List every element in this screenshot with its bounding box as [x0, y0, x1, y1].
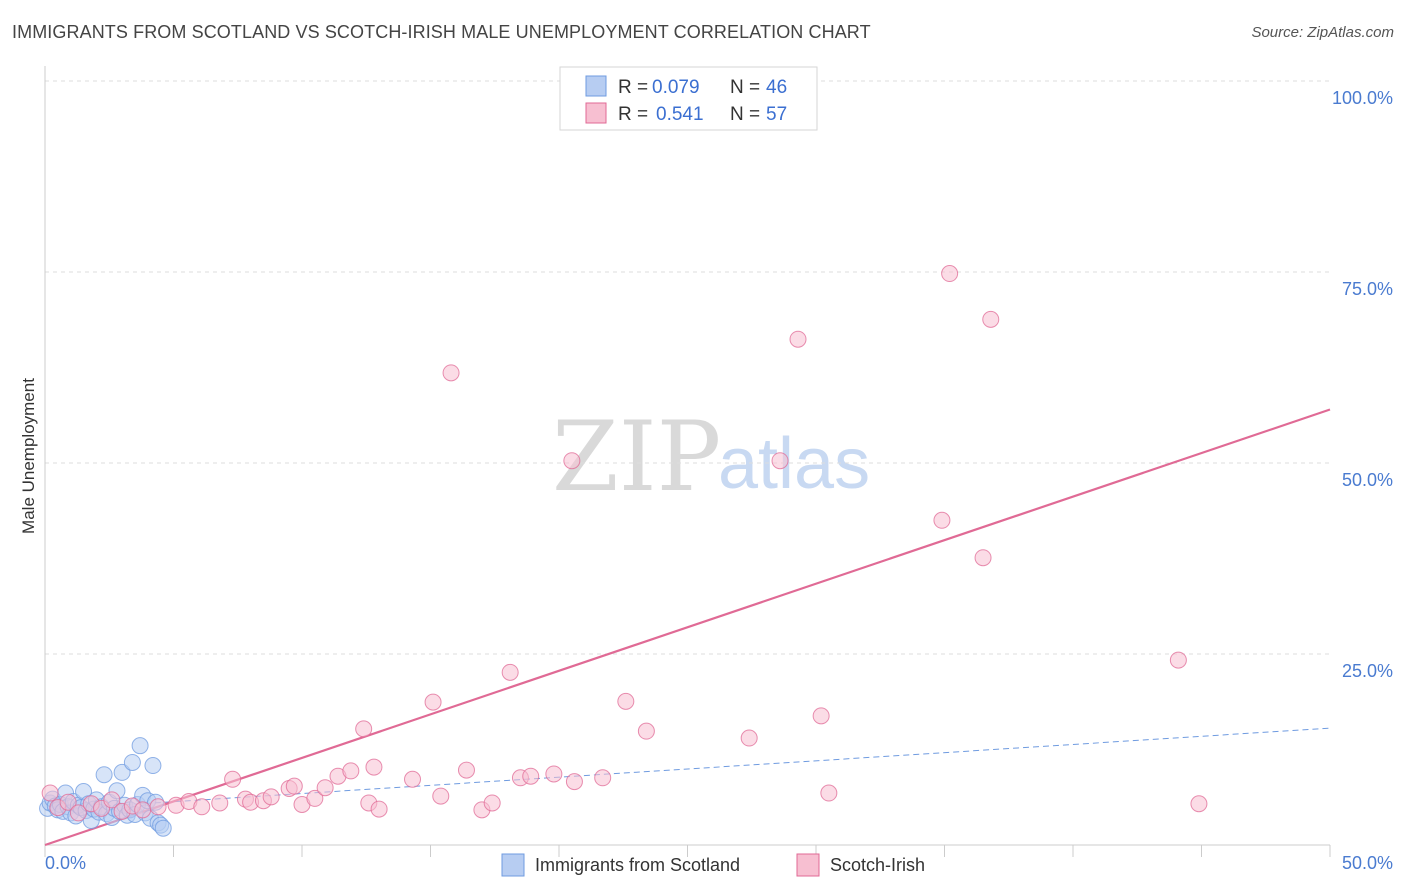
- point-scotland: [113, 763, 131, 781]
- point-scotch-irish: [974, 549, 992, 567]
- point-scotch-irish: [565, 773, 583, 791]
- point-scotch-irish: [617, 692, 635, 710]
- point-scotch-irish: [740, 729, 758, 747]
- legend-r-value-1: 0.079: [652, 77, 700, 98]
- y-tick-label: 75.0%: [1342, 279, 1393, 299]
- point-scotch-irish: [933, 511, 951, 529]
- point-scotch-irish: [365, 758, 383, 776]
- legend-r-label-2: R =: [618, 104, 648, 125]
- legend-swatch-blue: [585, 75, 607, 97]
- point-scotch-irish: [522, 767, 540, 785]
- y-tick-label: 100.0%: [1332, 88, 1393, 108]
- y-tick-label: 50.0%: [1342, 470, 1393, 490]
- point-scotch-irish: [103, 791, 121, 809]
- y-tick-label: 25.0%: [1342, 661, 1393, 681]
- legend-n-label-2: N =: [730, 104, 760, 125]
- trend-line-scotch-irish: [44, 408, 1331, 847]
- point-scotch-irish: [545, 765, 563, 783]
- x-tick-label: 0.0%: [45, 853, 86, 873]
- point-scotch-irish: [457, 761, 475, 779]
- point-scotch-irish: [432, 787, 450, 805]
- legend-item-scotch-irish-swatch: [796, 853, 820, 877]
- y-tick-labels: 100.0% 75.0% 50.0% 25.0%: [1332, 88, 1393, 681]
- point-scotch-irish: [59, 793, 77, 811]
- point-scotch-irish: [442, 364, 460, 382]
- legend-swatch-pink: [585, 102, 607, 124]
- point-scotch-irish: [224, 770, 242, 788]
- source-label: Source: ZipAtlas.com: [1251, 24, 1394, 41]
- point-scotch-irish: [1190, 795, 1208, 813]
- correlation-legend: R = 0.079 N = 46 R = 0.541 N = 57: [559, 66, 818, 131]
- point-scotch-irish: [941, 265, 959, 283]
- x-tick-label: 50.0%: [1342, 853, 1393, 873]
- grid-lines: [45, 80, 1330, 655]
- point-scotch-irish: [483, 794, 501, 812]
- point-scotch-irish: [193, 798, 211, 816]
- point-scotch-irish: [69, 804, 87, 822]
- legend-item-scotland-swatch: [501, 853, 525, 877]
- point-scotch-irish: [563, 452, 581, 470]
- point-scotch-irish: [771, 452, 789, 470]
- point-scotch-irish: [316, 779, 334, 797]
- point-scotch-irish: [820, 784, 838, 802]
- point-scotch-irish: [594, 769, 612, 787]
- watermark-atlas: atlas: [718, 424, 870, 504]
- point-scotch-irish: [306, 789, 324, 807]
- point-scotch-irish: [355, 720, 373, 738]
- point-scotch-irish: [41, 784, 59, 802]
- series-legend: Immigrants from Scotland Scotch-Irish: [501, 853, 925, 877]
- point-scotland: [123, 753, 141, 771]
- axes: [44, 66, 1331, 857]
- y-axis-title: Male Unemployment: [19, 378, 38, 534]
- point-scotch-irish: [812, 707, 830, 725]
- point-scotch-irish: [637, 722, 655, 740]
- legend-r-value-2: 0.541: [656, 104, 704, 125]
- point-scotch-irish: [789, 330, 807, 348]
- point-scotland: [95, 766, 113, 784]
- point-scotch-irish: [982, 310, 1000, 328]
- point-scotland: [131, 737, 149, 755]
- legend-item-scotch-irish: Scotch-Irish: [830, 855, 925, 875]
- chart-title: IMMIGRANTS FROM SCOTLAND VS SCOTCH-IRISH…: [12, 22, 871, 42]
- point-scotland: [154, 819, 172, 837]
- point-scotch-irish: [424, 693, 442, 711]
- point-scotch-irish: [370, 800, 388, 818]
- point-scotch-irish: [404, 770, 422, 788]
- point-scotch-irish: [342, 762, 360, 780]
- point-scotch-irish: [285, 777, 303, 795]
- legend-n-value-1: 46: [766, 77, 787, 98]
- point-scotch-irish: [211, 794, 229, 812]
- legend-r-label-1: R =: [618, 77, 648, 98]
- point-scotch-irish: [501, 663, 519, 681]
- watermark-zip: ZIP: [552, 401, 721, 513]
- x-tick-labels: 0.0% 50.0%: [45, 853, 1393, 873]
- legend-n-label-1: N =: [730, 77, 760, 98]
- point-scotch-irish: [262, 788, 280, 806]
- data-points: [39, 76, 1208, 837]
- point-scotch-irish: [1169, 651, 1187, 669]
- point-scotland: [144, 757, 162, 775]
- legend-n-value-2: 57: [766, 104, 787, 125]
- point-scotch-irish: [149, 798, 167, 816]
- legend-item-scotland: Immigrants from Scotland: [535, 855, 740, 875]
- point-scotch-irish: [134, 801, 152, 819]
